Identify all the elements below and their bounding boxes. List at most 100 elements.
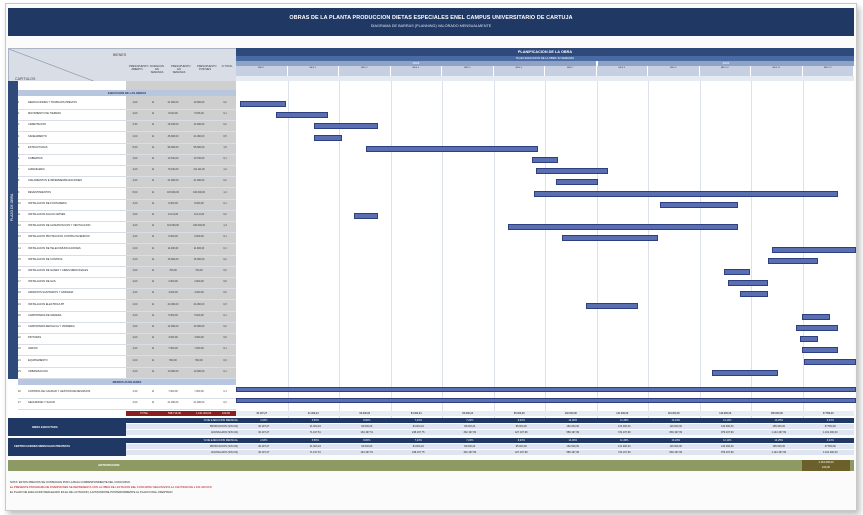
cell-c: 115.000,00 (167, 190, 179, 194)
planning-title: PLANIFICACION DE LA OBRA (236, 48, 854, 56)
chapter-name: CIMENTACION (28, 123, 46, 127)
table-row: 19 INSTALACION ELECTRICA BT 2,00 11 24.000,0… (18, 300, 236, 312)
cell-b: 11 (151, 157, 155, 160)
grid-line (699, 81, 701, 418)
chapter-name: URBANIZACION (28, 369, 48, 373)
cell-c: 4.000,00 (168, 291, 178, 295)
chapter-name: ESTRUCTURAS (28, 145, 48, 149)
totals-value: 11,33% (620, 419, 629, 422)
cell-c: 14.000,00 (167, 325, 179, 328)
chapter-name: AISLAMIENTOS E IMPERMEABILIZACIONES (28, 179, 83, 183)
cell-a: 2,00 (132, 235, 138, 239)
month-header: MES 3 (339, 66, 391, 76)
cell-a: 2,00 (132, 101, 138, 104)
totals-value: 979.197,99 (720, 431, 734, 434)
cell-n: 18 (18, 291, 21, 295)
cell-c: 96.000,00 (167, 145, 179, 149)
totals-value: 589.197,99 (566, 451, 579, 454)
totals-value: 71.197,51 (309, 431, 321, 434)
cell-b: 11 (151, 291, 155, 295)
grid-line (596, 81, 598, 418)
totals-value: 8,00% (363, 419, 371, 422)
totals-value: 165.000,00 (772, 445, 785, 448)
cell-n: 17 (18, 280, 21, 284)
cell-d: 2.000,00 (194, 280, 204, 284)
cell-e: 0,2 (223, 213, 227, 216)
production-value: 41.000,24 (307, 412, 319, 415)
totals-value: 8,23% (517, 439, 525, 442)
chapter-name: SANEAMIENTO (28, 134, 47, 138)
cell-c: 8.010,00 (168, 112, 178, 116)
totals-value: 14,00% (568, 419, 577, 422)
page-subtitle: DIAGRAMA DE BARRAS (PLANNING) VALORADO M… (370, 24, 492, 28)
totals-value: 84.000,24 (464, 445, 476, 448)
gantt-bar-full (236, 398, 856, 403)
cell-c: 15.105,00 (167, 123, 179, 127)
totals-value: 30.197,27 (258, 445, 270, 448)
cell-d: 14.111,00 (193, 213, 205, 216)
cell-a: 2,00 (132, 112, 138, 116)
cell-b: 11 (151, 101, 155, 104)
cell-a: 2,00 (132, 336, 138, 340)
cell-a: 2,00 (132, 313, 138, 317)
total-c: 598.716,00 (168, 412, 181, 415)
obra-ejecutada-label: OBRA EJECUTADA (32, 425, 58, 429)
cell-c: 21.000,00 (167, 101, 179, 104)
table-row: 26 CONTROL DE CALIDAD Y GESTION DE RESIDU… (18, 387, 236, 399)
production-value: 37.550,00 (822, 412, 834, 415)
month-header: MES 4 (390, 66, 442, 76)
totals-row-label: ACUMULADO (SIN IVA) (210, 431, 238, 434)
production-value: 84.000,24 (410, 412, 422, 415)
totals-value: 1.161.000,00 (822, 431, 838, 434)
grid-line (648, 81, 649, 418)
cell-e: 0,1 (223, 157, 227, 160)
month-header: MES 6 (493, 66, 545, 76)
cell-n: 10 (18, 201, 21, 205)
cell-n: 6 (18, 157, 20, 160)
anticipo-total-bottom: 100,00 (822, 466, 830, 469)
production-value: 140.000,00 (719, 412, 732, 415)
gantt-bar (800, 336, 818, 343)
table-row: 17 INSTALACION DE GAS 2,00 11 2.000,00 2.000,… (18, 277, 236, 290)
section-medios: MEDIOS AUXILIARES (18, 379, 236, 385)
cell-n: 23 (18, 347, 21, 351)
gantt-bar (724, 269, 750, 275)
month-header: MES 8 (596, 66, 648, 76)
grid-line (287, 81, 289, 418)
gantt-bar (562, 235, 658, 242)
table-row: 14 INSTALACION DE TELECOMUNICACIONES 2,00 1… (18, 244, 236, 256)
cell-a: 8,00 (132, 190, 138, 194)
chapters-table (8, 81, 240, 418)
grid-line (545, 81, 546, 418)
totals-block: OBRA EJECUTADA CERTIFICACIONES MENSUALES… (8, 418, 854, 458)
cell-d: 21.000,00 (193, 179, 205, 183)
cell-a: 2,00 (132, 269, 138, 272)
cell-n: 16 (18, 269, 21, 272)
cell-b: 11 (151, 145, 155, 149)
cell-b: 11 (151, 280, 155, 284)
table-row: 15 INSTALACION DE CONTROL 2,00 11 15.000,00 1… (18, 255, 236, 267)
cell-b: 11 (151, 123, 155, 127)
sidebar-caption: PLAZO DE OBRA (8, 81, 18, 379)
cell-c: 7.000,00 (168, 390, 178, 393)
totals-value: 41.000,24 (309, 445, 321, 448)
cell-e: 0,0 (223, 336, 227, 340)
certificaciones-label: CERTIFICACIONES MENSUALES PREVISTAS (14, 445, 71, 448)
anticipo-total: 1.161.000,00 100,00 (802, 460, 850, 471)
totals-value: 37.550,00 (824, 445, 836, 448)
gantt-bar (768, 257, 818, 264)
cell-b: 11 (151, 246, 155, 250)
note-1: NOTA: ESTOS PRECIOS SE CONSIGNAN POR LA … (10, 481, 131, 484)
cell-a: 2,00 (132, 246, 138, 250)
totals-value: 84.000,24 (412, 445, 424, 448)
month-header: MES 1 (236, 66, 288, 76)
totals-value: 93.000,00 (361, 425, 373, 428)
table-row: 1 DEMOLICIONES Y TRABAJOS PREVIOS 2,00 11 21… (18, 98, 236, 110)
gantt-bar (796, 325, 838, 331)
cell-d: 100.000,00 (193, 190, 205, 194)
month-header: MES 7 (545, 66, 597, 76)
totals-value: 10,24% (671, 439, 680, 442)
table-row: 13 INSTALACION PROTECCION CONTRA INCENDIO… (18, 232, 236, 245)
cell-a: 2,00 (132, 347, 138, 351)
cell-n: 13 (18, 235, 21, 239)
